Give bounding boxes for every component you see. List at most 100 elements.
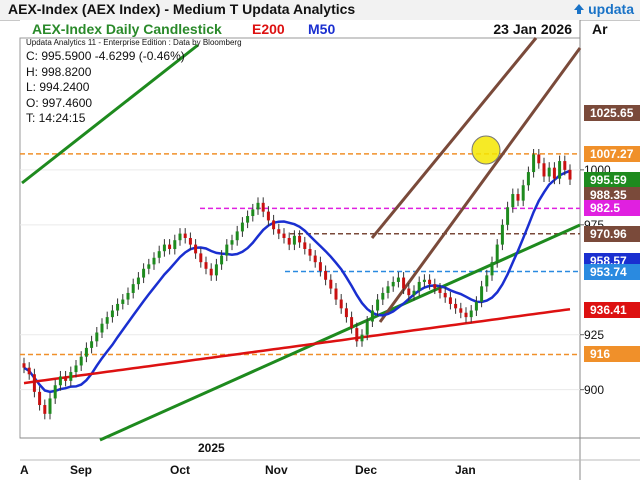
candle-body-27 [162,244,166,252]
y-tick-label-1: 925 [584,327,605,342]
candle-body-17 [110,310,114,318]
candle-body-55 [308,248,312,256]
candle-body-89 [485,275,489,287]
candle-body-73 [402,277,406,289]
candle-body-23 [142,268,146,278]
right-axis-header-label: Ar [592,21,608,37]
candle-body-59 [329,279,333,289]
candle-body-61 [339,299,343,309]
chart-subheader: AEX-Index Daily Candlestick E200 M50 23 … [20,20,580,38]
candle-body-62 [344,308,348,318]
candle-body-49 [277,229,281,234]
candle-body-105 [568,169,572,180]
candle-body-83 [454,303,458,309]
e200-line [23,307,571,385]
candle-body-35 [204,262,208,269]
candle-body-25 [152,257,156,265]
chart-title: AEX-Index Daily Candlestick [32,21,222,37]
candle-body-11 [79,356,83,366]
candle-body-65 [360,334,364,342]
ma-legend[interactable]: M50 [308,21,336,37]
candle-body-70 [386,286,390,293]
candle-body-2 [32,374,36,392]
candle-body-97 [526,172,530,186]
candle-body-96 [521,185,525,201]
brand-name: updata [588,1,634,17]
candle-body-69 [381,292,385,300]
right-axis-header: Ar [584,20,640,40]
candle-body-87 [474,301,478,311]
candle-body-18 [116,303,120,311]
candle-body-36 [209,268,213,276]
candle-body-54 [303,242,307,249]
x-axis-label-5: Jan [455,463,476,477]
candle-body-78 [428,279,432,285]
candle-body-68 [376,299,380,311]
candle-body-3 [38,391,42,406]
x-axis-label-4: Dec [355,463,378,477]
price-label-4: 982.5 [584,200,640,217]
candle-body-47 [266,211,270,221]
window-title: AEX-Index (AEX Index) - Medium T Updata … [8,1,356,17]
m50-line [23,169,571,394]
chart-date: 23 Jan 2026 [493,21,572,37]
candle-body-6 [53,385,57,399]
candle-body-60 [334,288,338,300]
candle-body-92 [500,224,504,245]
high-readout: H: 998.8200 [26,64,92,79]
candle-body-63 [350,317,354,329]
green-upper-trendline [21,43,199,185]
price-label-9: 916 [584,346,640,363]
candle-body-75 [412,290,416,296]
candle-body-33 [194,244,198,254]
candle-body-0 [22,363,26,368]
candle-body-15 [100,323,104,333]
updata-arrow-icon [574,4,585,14]
candle-body-91 [495,244,499,263]
candle-body-9 [69,372,73,381]
close-readout: C: 995.5900 -4.6299 (-0.46%) [26,49,185,63]
candle-body-50 [282,233,286,238]
candle-body-39 [225,244,229,256]
candle-body-44 [251,209,255,217]
candle-body-67 [370,310,374,322]
candle-body-72 [396,277,400,282]
candle-body-56 [313,255,317,263]
candle-body-24 [147,264,151,269]
candle-body-98 [532,154,536,173]
candle-body-10 [74,365,78,373]
x-axis-label-3: Nov [265,463,288,477]
candle-body-53 [298,235,302,243]
candle-body-104 [563,161,567,170]
candle-body-74 [407,288,411,296]
price-label-2: 995.59 [584,171,640,188]
candle-body-84 [459,308,463,313]
x-axis-label-0: A [20,463,29,477]
candle-body-90 [490,262,494,276]
ema-legend[interactable]: E200 [252,21,285,37]
candle-body-80 [438,288,442,293]
y-tick-label-0: 900 [584,382,605,397]
candle-body-5 [48,398,52,414]
candle-body-52 [292,235,296,245]
time-readout: T: 14:24:15 [26,111,86,125]
candle-body-40 [230,240,234,245]
candle-body-41 [235,231,239,241]
candle-body-7 [58,376,62,386]
candle-body-13 [90,341,94,348]
candle-body-31 [183,233,187,238]
channel-upper-line [370,37,538,239]
candle-body-28 [168,244,172,249]
candle-body-48 [272,220,276,230]
title-bar: AEX-Index (AEX Index) - Medium T Updata … [0,0,640,21]
candle-body-64 [355,328,359,342]
year-label: 2025 [198,441,225,455]
candle-body-32 [188,238,192,245]
ohlc-info-panel: Updata Analytics 11 - Enterprise Edition… [26,38,242,127]
candle-body-1 [27,367,31,375]
green-lower-trendline [99,223,581,442]
highlight-circle [471,135,501,165]
low-readout: L: 994.2400 [26,80,90,94]
candle-body-14 [95,332,99,342]
